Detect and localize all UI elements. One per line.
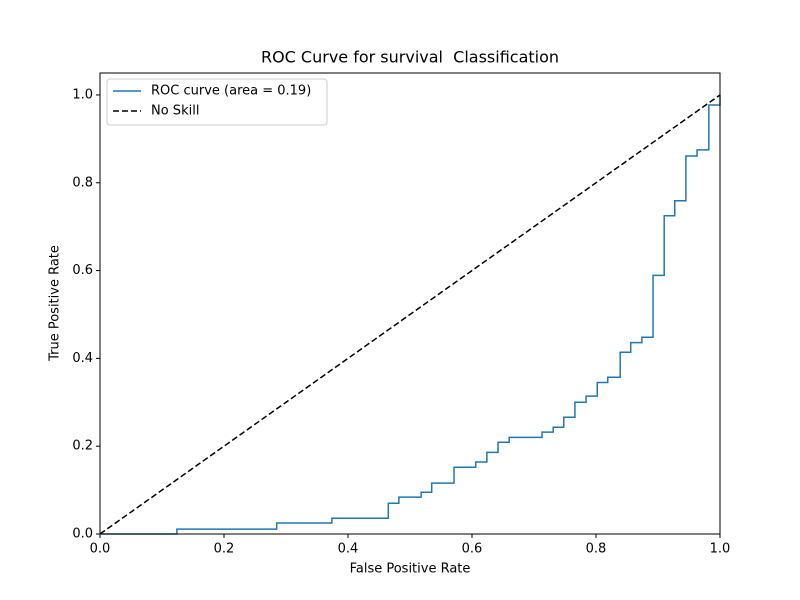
- x-tick-label: 0.4: [338, 542, 359, 557]
- series-line: [100, 94, 721, 535]
- x-tick-label: 0.8: [586, 542, 607, 557]
- legend-box: [106, 78, 328, 126]
- y-tick-label: 0.2: [72, 439, 93, 454]
- x-axis-label: False Positive Rate: [350, 562, 471, 577]
- y-tick-label: 0.4: [72, 351, 93, 366]
- chart-title: ROC Curve for survival Classification: [261, 48, 559, 67]
- y-tick-label: 0.6: [72, 263, 93, 278]
- y-tick-label: 0.0: [72, 527, 93, 542]
- plot-frame: [99, 72, 721, 535]
- y-axis-label: True Positive Rate: [48, 245, 63, 362]
- x-tick-label: 0.2: [214, 542, 235, 557]
- x-tick-label: 0.0: [90, 542, 111, 557]
- y-tick-label: 1.0: [72, 87, 93, 102]
- legend-label: ROC curve (area = 0.19): [151, 84, 311, 99]
- x-tick-label: 1.0: [710, 542, 731, 557]
- y-tick-label: 0.8: [72, 175, 93, 190]
- legend-label: No Skill: [151, 104, 199, 119]
- x-tick-label: 0.6: [462, 542, 483, 557]
- series-line: [99, 94, 721, 535]
